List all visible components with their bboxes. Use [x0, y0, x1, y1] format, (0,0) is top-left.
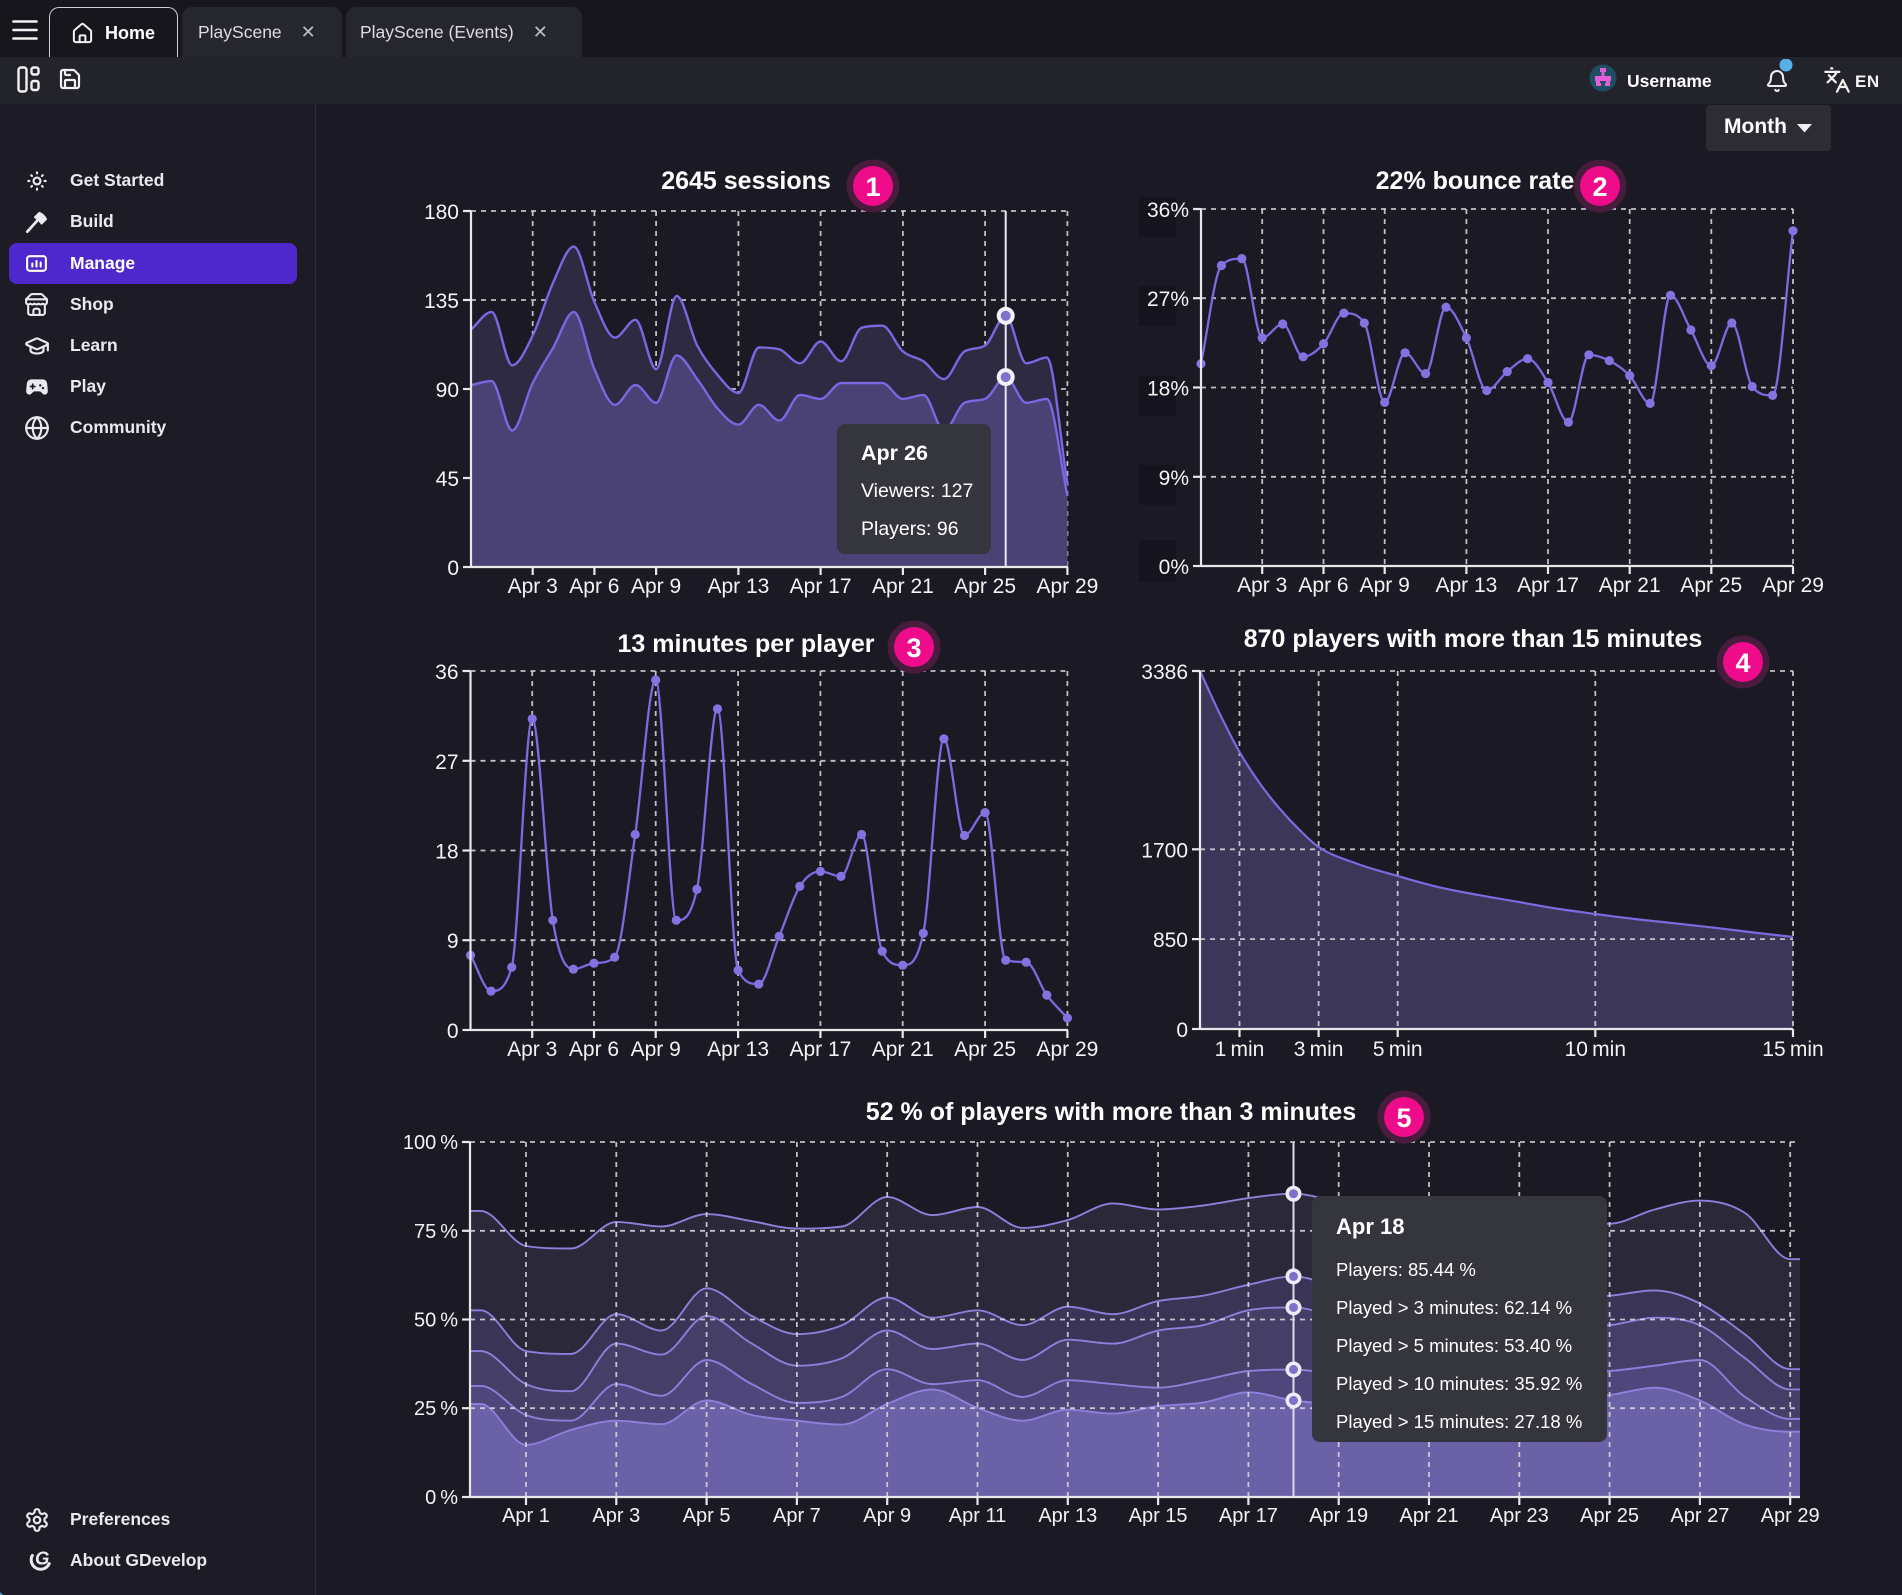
svg-text:Apr 17: Apr 17	[790, 575, 852, 598]
svg-text:50 %: 50 %	[414, 1310, 458, 1332]
svg-text:Apr 7: Apr 7	[773, 1505, 821, 1527]
svg-text:Apr 21: Apr 21	[1599, 574, 1661, 597]
svg-text:90: 90	[436, 379, 459, 402]
svg-text:Apr 25: Apr 25	[954, 575, 1016, 598]
svg-text:5 min: 5 min	[1373, 1038, 1423, 1061]
svg-text:3 min: 3 min	[1294, 1038, 1344, 1061]
svg-text:Apr 6: Apr 6	[569, 575, 619, 598]
svg-text:10 min: 10 min	[1565, 1038, 1626, 1061]
svg-text:1700: 1700	[1141, 839, 1188, 862]
svg-text:Apr 13: Apr 13	[707, 575, 769, 598]
svg-text:Apr 3: Apr 3	[592, 1505, 640, 1527]
svg-text:Apr 6: Apr 6	[1298, 574, 1348, 597]
svg-text:0: 0	[447, 1020, 459, 1043]
svg-text:15 min: 15 min	[1762, 1038, 1823, 1061]
svg-text:Apr 17: Apr 17	[1517, 574, 1579, 597]
svg-text:Apr 1: Apr 1	[502, 1505, 550, 1527]
svg-text:9%: 9%	[1159, 467, 1189, 490]
svg-text:Apr 11: Apr 11	[949, 1505, 1006, 1527]
svg-text:Apr 19: Apr 19	[1309, 1505, 1368, 1527]
svg-text:25 %: 25 %	[414, 1398, 458, 1420]
svg-text:Apr 17: Apr 17	[789, 1038, 851, 1061]
svg-text:52 % of players with more than: 52 % of players with more than 3 minutes	[866, 1098, 1356, 1126]
svg-text:18: 18	[435, 841, 458, 864]
svg-text:Apr 29: Apr 29	[1761, 1505, 1820, 1527]
svg-text:22% bounce rate: 22% bounce rate	[1376, 167, 1575, 195]
svg-text:Apr 23: Apr 23	[1490, 1505, 1549, 1527]
svg-text:Apr 5: Apr 5	[683, 1505, 731, 1527]
svg-text:135: 135	[424, 290, 459, 313]
svg-text:Apr 25: Apr 25	[1680, 574, 1742, 597]
svg-text:0 %: 0 %	[425, 1487, 458, 1509]
svg-text:Apr 25: Apr 25	[1580, 1505, 1639, 1527]
svg-text:Apr 9: Apr 9	[631, 575, 681, 598]
svg-text:Apr 27: Apr 27	[1670, 1505, 1729, 1527]
svg-text:27%: 27%	[1147, 288, 1189, 311]
svg-text:180: 180	[424, 201, 459, 224]
svg-text:Apr 21: Apr 21	[872, 1038, 934, 1061]
svg-text:75 %: 75 %	[414, 1221, 458, 1243]
svg-text:Apr 6: Apr 6	[569, 1038, 619, 1061]
svg-text:Apr 9: Apr 9	[631, 1038, 681, 1061]
svg-text:Apr 25: Apr 25	[954, 1038, 1016, 1061]
svg-text:0%: 0%	[1159, 556, 1189, 579]
svg-text:9: 9	[447, 930, 459, 953]
svg-text:G: G	[35, 1548, 49, 1569]
svg-text:Apr 17: Apr 17	[1219, 1505, 1278, 1527]
svg-text:850: 850	[1153, 929, 1188, 952]
svg-text:36%: 36%	[1147, 199, 1189, 222]
svg-text:1 min: 1 min	[1215, 1038, 1265, 1061]
svg-text:0: 0	[447, 557, 459, 580]
svg-text:2: 2	[1592, 172, 1607, 202]
svg-text:13 minutes per player: 13 minutes per player	[617, 630, 874, 658]
svg-text:Apr 13: Apr 13	[1435, 574, 1497, 597]
svg-text:Apr 21: Apr 21	[872, 575, 934, 598]
svg-text:3: 3	[906, 633, 921, 663]
svg-text:Apr 3: Apr 3	[507, 1038, 557, 1061]
svg-text:Apr 3: Apr 3	[1237, 574, 1287, 597]
svg-text:Apr 9: Apr 9	[863, 1505, 911, 1527]
svg-text:1: 1	[865, 172, 880, 202]
svg-text:Apr 29: Apr 29	[1762, 574, 1824, 597]
svg-text:4: 4	[1735, 648, 1750, 678]
svg-text:3386: 3386	[1141, 661, 1188, 684]
svg-text:Apr 13: Apr 13	[1038, 1505, 1097, 1527]
svg-text:870 players with more than 15: 870 players with more than 15 minutes	[1244, 625, 1703, 653]
svg-text:Apr 15: Apr 15	[1129, 1505, 1188, 1527]
svg-text:100 %: 100 %	[403, 1132, 458, 1154]
svg-text:Apr 29: Apr 29	[1036, 575, 1098, 598]
svg-text:Apr 3: Apr 3	[508, 575, 558, 598]
svg-text:Apr 13: Apr 13	[707, 1038, 769, 1061]
svg-text:45: 45	[436, 468, 459, 491]
svg-text:36: 36	[435, 661, 458, 684]
svg-text:5: 5	[1396, 1103, 1411, 1133]
svg-text:Apr 29: Apr 29	[1036, 1038, 1098, 1061]
svg-text:0: 0	[1176, 1019, 1188, 1042]
svg-text:18%: 18%	[1147, 378, 1189, 401]
svg-text:2645 sessions: 2645 sessions	[661, 167, 831, 195]
svg-text:Apr 9: Apr 9	[1360, 574, 1410, 597]
svg-text:Apr 21: Apr 21	[1400, 1505, 1459, 1527]
svg-text:27: 27	[435, 751, 458, 774]
